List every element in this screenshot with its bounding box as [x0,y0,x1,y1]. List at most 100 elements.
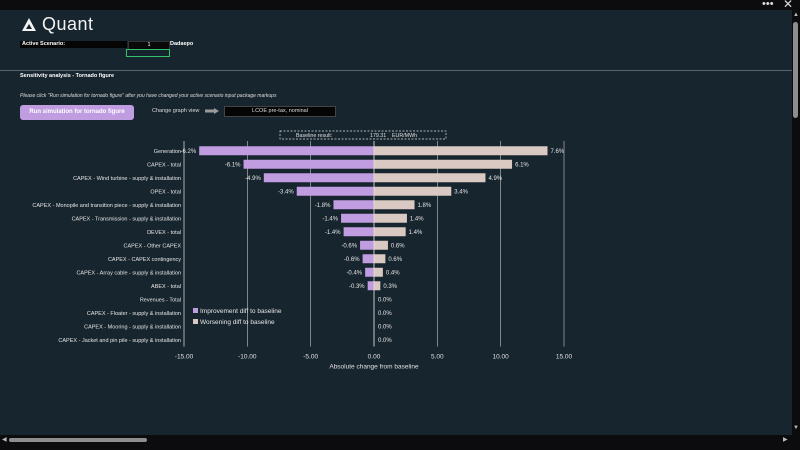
section-divider [0,70,792,71]
worsening-data-label: 0.4% [386,270,400,276]
improvement-bar [263,173,374,183]
x-tick-label: -5.00 [303,354,318,361]
more-options-icon[interactable]: ••• [762,0,774,10]
x-tick-label: 5.00 [431,354,444,361]
category-label: CAPEX - Monopile and transition piece - … [32,203,181,209]
category-label: CAPEX - Transmission - supply & installa… [72,216,181,222]
worsening-bar [374,186,452,196]
category-label: CAPEX - CAPEX contingency [108,257,181,263]
worsening-bar [374,281,381,291]
category-label: CAPEX - Wind turbine - supply & installa… [73,176,181,182]
baseline-value: 179.31 [370,133,386,139]
app-name: Quant [42,13,94,34]
category-label: CAPEX - Mooring - supply & installation [84,324,181,330]
run-simulation-button[interactable]: Run simulation for tornado figure [20,105,134,120]
graph-view-select[interactable]: LCOE pre-tax, nominal [224,106,336,117]
worsening-data-label: 1.8% [418,203,432,209]
tornado-chart: -15.00 -10.00 -5.00 0.00 5.00 10.00 15.00 Absol… [32,130,573,371]
x-tick-label: 15.00 [556,354,573,361]
scroll-up-icon[interactable]: ▲ [793,12,799,18]
legend-improvement-swatch [193,308,198,313]
worsening-data-label: 0.3% [383,284,397,290]
legend-improvement-label: Improvement diff to baseline [200,308,282,315]
active-scenario-label: Active Scenario: [20,41,127,48]
baseline-unit: EUR/MWh [392,133,417,139]
section-title: Sensitivity analysis - Tornado figure [20,73,115,79]
x-tick-label: 10.00 [493,354,510,361]
worsening-data-label: 0.6% [388,257,402,263]
category-label: CAPEX - Other CAPEX [124,243,182,249]
category-label: CAPEX - Floater - supply & installation [87,311,181,317]
x-axis-title: Absolute change from baseline [329,364,419,371]
worsening-data-label: 0.0% [378,324,392,330]
improvement-data-label: -0.6% [344,257,360,263]
improvement-bar [243,159,374,169]
scroll-right-icon[interactable]: ▶ [783,437,788,443]
improvement-data-label: -6.1% [225,162,241,168]
category-label: Generation [154,149,181,155]
worsening-bar [374,200,415,210]
scroll-left-icon[interactable]: ◀ [2,437,7,443]
improvement-bar [199,146,374,156]
worsening-data-label: 6.1% [515,162,529,168]
horizontal-scrollbar[interactable] [0,435,792,444]
improvement-data-label: -3.4% [278,189,294,195]
worsening-bar [374,159,513,169]
worsening-data-label: 0.0% [378,297,392,303]
x-tick-label: -10.00 [238,354,257,361]
baseline-box [279,130,447,140]
x-tick-label: 0.00 [368,354,381,361]
improvement-bar [367,281,374,291]
legend-worsening-swatch [193,319,198,324]
quant-logo-icon [22,17,36,31]
improvement-data-label: -0.4% [346,270,362,276]
improvement-data-label: -1.4% [322,216,338,222]
graph-view-label: Change graph view [152,108,200,114]
worsening-bar [374,267,383,277]
category-label: Revenues - Total [140,297,181,303]
category-label: OPEX - total [150,189,181,195]
improvement-bar [360,240,374,250]
spreadsheet-area: Quant Active Scenario: 1 Dadaepo Sensiti… [0,10,792,435]
category-label: CAPEX - Array cable - supply & installat… [76,270,181,276]
worsening-bar [374,254,386,264]
app-logo: Quant [22,12,94,36]
horizontal-scroll-thumb[interactable] [9,438,147,442]
category-label: CAPEX - total [147,162,181,168]
improvement-bar [362,254,374,264]
category-label: ABEX - total [151,284,181,290]
selected-cell[interactable] [126,49,170,57]
worsening-data-label: 1.4% [410,216,424,222]
worsening-bar [374,227,406,237]
improvement-data-label: -0.6% [341,243,357,249]
improvement-data-label: -0.3% [349,284,365,290]
worsening-bar [374,240,388,250]
worsening-data-label: 3.4% [454,189,468,195]
worsening-bar [374,173,486,183]
worsening-data-label: 4.9% [488,176,502,182]
scroll-down-icon[interactable]: ▼ [793,425,799,431]
scenario-name: Dadaepo [170,41,194,47]
category-label: CAPEX - Jacket and pin pile - supply & i… [58,338,181,344]
category-label: DEVEX - total [147,230,181,236]
improvement-data-label: -1.8% [315,203,331,209]
baseline-label: Baseline result: [296,133,332,139]
window-titlebar: ••• ✕ [0,0,800,11]
improvement-bar [296,186,374,196]
instruction-text: Please click "Run simulation for tornado… [20,93,277,99]
close-icon[interactable]: ✕ [783,0,794,11]
vertical-scroll-thumb[interactable] [793,22,798,118]
worsening-data-label: 7.6% [551,149,565,155]
improvement-data-label: -1.4% [325,230,341,236]
worsening-data-label: 1.4% [409,230,423,236]
legend-worsening-label: Worsening diff to baseline [200,319,275,326]
improvement-data-label: -6.2% [181,149,197,155]
worsening-bar [374,146,548,156]
vertical-scrollbar[interactable] [792,10,800,435]
arrow-right-icon [205,108,219,114]
worsening-data-label: 0.0% [378,338,392,344]
improvement-bar [343,227,374,237]
worsening-bar [374,213,407,223]
improvement-bar [341,213,374,223]
improvement-data-label: -4.9% [245,176,261,182]
